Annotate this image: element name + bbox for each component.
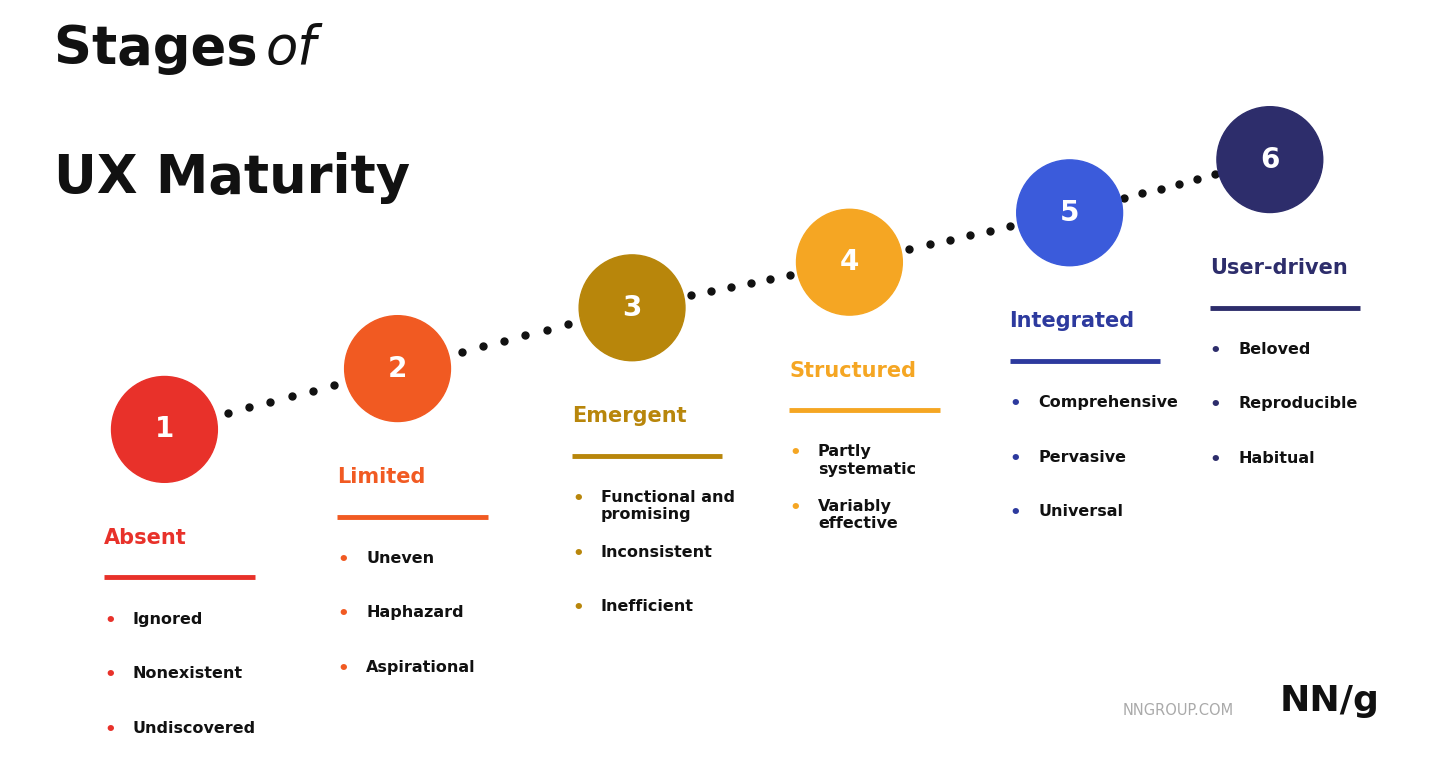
Ellipse shape bbox=[579, 255, 685, 361]
Text: Inefficient: Inefficient bbox=[601, 600, 694, 614]
Text: 6: 6 bbox=[1260, 146, 1280, 173]
Text: of: of bbox=[266, 23, 317, 74]
Text: •: • bbox=[104, 667, 116, 684]
Text: •: • bbox=[1210, 397, 1221, 414]
Text: Haphazard: Haphazard bbox=[366, 606, 463, 620]
Text: •: • bbox=[1210, 342, 1221, 359]
Text: •: • bbox=[104, 612, 116, 629]
Text: Ignored: Ignored bbox=[133, 612, 203, 626]
Text: NN/g: NN/g bbox=[1280, 684, 1380, 718]
Text: Stages: Stages bbox=[54, 23, 276, 74]
Text: Partly
systematic: Partly systematic bbox=[818, 445, 917, 477]
Text: Pervasive: Pervasive bbox=[1038, 450, 1127, 464]
Ellipse shape bbox=[797, 209, 902, 315]
Text: •: • bbox=[337, 606, 349, 623]
Text: Habitual: Habitual bbox=[1238, 451, 1316, 466]
Text: Variably
effective: Variably effective bbox=[818, 499, 898, 531]
Ellipse shape bbox=[1217, 106, 1323, 213]
Text: •: • bbox=[789, 499, 801, 517]
Text: •: • bbox=[1010, 395, 1021, 413]
Text: Aspirational: Aspirational bbox=[366, 660, 476, 675]
Ellipse shape bbox=[345, 315, 450, 422]
Text: Reproducible: Reproducible bbox=[1238, 397, 1357, 411]
Ellipse shape bbox=[1017, 160, 1123, 266]
Text: NNGROUP.COM: NNGROUP.COM bbox=[1123, 703, 1234, 718]
Text: Emergent: Emergent bbox=[572, 407, 686, 426]
Text: 2: 2 bbox=[388, 355, 408, 382]
Ellipse shape bbox=[112, 376, 217, 483]
Text: 3: 3 bbox=[622, 294, 642, 321]
Text: Undiscovered: Undiscovered bbox=[133, 721, 256, 736]
Text: •: • bbox=[572, 490, 583, 508]
Text: Uneven: Uneven bbox=[366, 551, 435, 565]
Text: •: • bbox=[337, 551, 349, 568]
Text: Comprehensive: Comprehensive bbox=[1038, 395, 1178, 410]
Text: 4: 4 bbox=[839, 249, 859, 276]
Text: •: • bbox=[572, 545, 583, 562]
Text: Universal: Universal bbox=[1038, 505, 1123, 519]
Text: User-driven: User-driven bbox=[1210, 258, 1347, 278]
Text: •: • bbox=[1010, 450, 1021, 467]
Text: •: • bbox=[789, 445, 801, 462]
Text: Beloved: Beloved bbox=[1238, 342, 1311, 356]
Text: Nonexistent: Nonexistent bbox=[133, 667, 243, 681]
Text: Limited: Limited bbox=[337, 467, 426, 487]
Text: Inconsistent: Inconsistent bbox=[601, 545, 712, 559]
Text: Functional and
promising: Functional and promising bbox=[601, 490, 735, 522]
Text: •: • bbox=[337, 660, 349, 678]
Text: •: • bbox=[1010, 505, 1021, 522]
Text: 1: 1 bbox=[154, 416, 174, 443]
Text: •: • bbox=[104, 721, 116, 739]
Text: Structured: Structured bbox=[789, 361, 917, 381]
Text: •: • bbox=[572, 600, 583, 617]
Text: Absent: Absent bbox=[104, 528, 187, 548]
Text: 5: 5 bbox=[1060, 199, 1080, 226]
Text: UX Maturity: UX Maturity bbox=[54, 152, 410, 204]
Text: Integrated: Integrated bbox=[1010, 312, 1135, 331]
Text: •: • bbox=[1210, 451, 1221, 469]
